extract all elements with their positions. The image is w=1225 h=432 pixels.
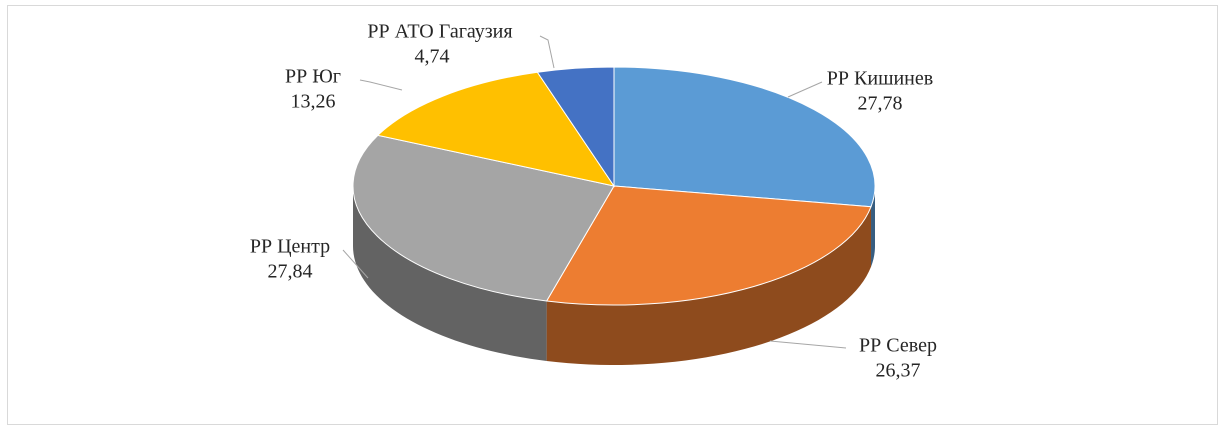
slice — [376, 71, 616, 187]
value-label: 26,37 — [876, 360, 921, 382]
leader-line — [787, 81, 823, 98]
leader-line — [342, 249, 369, 279]
slice-side — [353, 186, 547, 361]
slice-label: РР Кишинев — [827, 68, 933, 90]
slice-label: РР Юг — [285, 66, 341, 88]
leader-line — [769, 340, 847, 349]
slice — [545, 185, 872, 306]
value-label: 13,26 — [291, 91, 336, 113]
leader-line — [359, 79, 403, 91]
slice — [613, 66, 876, 208]
slice-label: РР Север — [859, 335, 937, 357]
value-label: 4,74 — [415, 46, 450, 68]
slice — [536, 66, 615, 188]
value-label: 27,84 — [268, 261, 313, 283]
value-label: 27,78 — [858, 93, 903, 115]
slice — [352, 134, 615, 302]
slice-side — [546, 206, 872, 365]
slice-side — [871, 186, 875, 267]
slice-label: РР АТО Гагаузия — [367, 21, 512, 43]
slice-label: РР Центр — [250, 236, 330, 258]
leader-line — [539, 35, 555, 69]
